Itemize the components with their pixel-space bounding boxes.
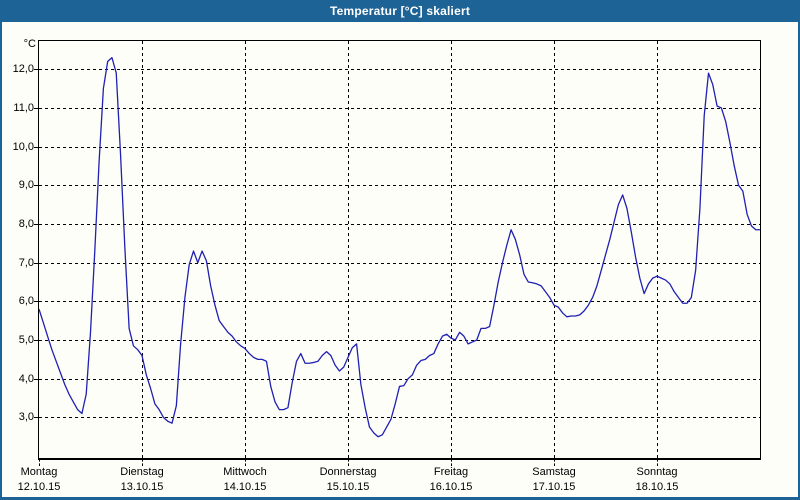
day-date: 18.10.15: [635, 481, 679, 493]
y-tick-mark: [34, 379, 38, 380]
x-day-label: Sonntag 18.10.15: [602, 465, 712, 495]
day-name: Montag: [20, 466, 58, 478]
day-name: Dienstag: [120, 466, 164, 478]
day-name: Mittwoch: [223, 466, 267, 478]
y-tick-label: 12,0: [12, 63, 34, 76]
y-tick-mark: [34, 301, 38, 302]
x-tick-mark: [451, 459, 453, 466]
y-tick-label: 10,0: [12, 140, 34, 153]
day-date: 12.10.15: [17, 481, 61, 493]
y-tick-mark: [34, 69, 38, 70]
x-day-label: Freitag 16.10.15: [396, 465, 506, 495]
y-tick-label: 3,0: [18, 411, 34, 424]
x-tick-mark: [39, 459, 41, 466]
x-day-label: Montag 12.10.15: [0, 465, 94, 495]
day-date: 16.10.15: [429, 481, 473, 493]
window-frame-bottom: [0, 497, 800, 500]
x-tick-mark: [657, 459, 659, 466]
y-tick-mark: [34, 185, 38, 186]
y-tick-mark: [34, 340, 38, 341]
y-tick-mark: [34, 417, 38, 418]
y-axis-unit-label: °C: [23, 38, 36, 50]
y-tick-label: 11,0: [13, 101, 34, 114]
y-tick-label: 5,0: [18, 334, 34, 347]
day-name: Freitag: [433, 466, 469, 478]
x-tick-mark: [245, 459, 247, 466]
day-name: Samstag: [532, 466, 576, 478]
y-tick-label: 6,0: [18, 295, 34, 308]
plot-area: [38, 40, 761, 460]
x-day-label: Mittwoch 14.10.15: [190, 465, 300, 495]
x-day-label: Dienstag 13.10.15: [87, 465, 197, 495]
y-tick-label: 7,0: [18, 256, 34, 269]
day-date: 17.10.15: [532, 481, 576, 493]
y-tick-mark: [34, 224, 38, 225]
window-frame-left: [0, 22, 2, 500]
temperature-line-chart: [39, 41, 760, 458]
x-tick-mark: [348, 459, 350, 466]
y-tick-mark: [34, 263, 38, 264]
x-tick-mark: [554, 459, 556, 466]
y-tick-label: 9,0: [18, 179, 34, 192]
x-tick-mark: [142, 459, 144, 466]
day-name: Sonntag: [636, 466, 678, 478]
day-date: 14.10.15: [223, 481, 267, 493]
y-tick-mark: [34, 147, 38, 148]
day-date: 15.10.15: [326, 481, 370, 493]
x-day-label: Samstag 17.10.15: [499, 465, 609, 495]
window-titlebar[interactable]: Temperatur [°C] skaliert: [0, 0, 800, 22]
x-day-label: Donnerstag 15.10.15: [293, 465, 403, 495]
y-tick-label: 8,0: [18, 217, 34, 230]
window-title: Temperatur [°C] skaliert: [329, 4, 471, 18]
temperature-series-line: [39, 56, 760, 438]
y-tick-label: 4,0: [18, 372, 34, 385]
window-frame-right: [798, 22, 800, 500]
day-date: 13.10.15: [120, 481, 164, 493]
day-name: Donnerstag: [319, 466, 377, 478]
y-tick-mark: [34, 108, 38, 109]
